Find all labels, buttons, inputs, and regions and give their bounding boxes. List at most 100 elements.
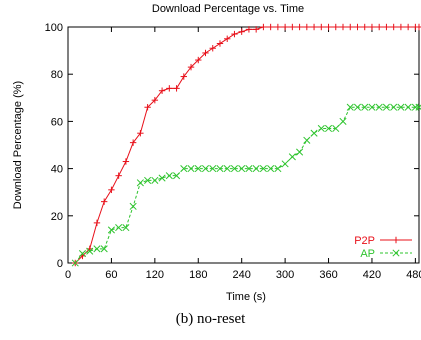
data-point-ap [180, 165, 188, 173]
data-point-ap [136, 179, 144, 187]
data-point-ap [310, 129, 318, 137]
y-axis-label: Download Percentage (%) [12, 81, 24, 209]
x-tick-label: 360 [319, 269, 337, 281]
data-point-ap [71, 259, 79, 267]
data-point-ap [303, 136, 311, 144]
data-point-ap [151, 176, 159, 184]
data-point-ap [209, 165, 217, 173]
data-point-ap [165, 172, 173, 180]
data-point-ap [187, 165, 195, 173]
x-tick-label: 180 [189, 269, 207, 281]
data-point-ap [390, 103, 398, 111]
data-point-ap [194, 165, 202, 173]
data-point-p2p [274, 23, 282, 31]
data-point-p2p [281, 23, 289, 31]
data-point-ap [324, 124, 333, 133]
data-point-ap [288, 153, 296, 161]
figure-caption: (b) no-reset [175, 311, 246, 327]
data-point-p2p [245, 26, 253, 33]
data-point-ap [375, 103, 383, 111]
data-point-ap [353, 103, 362, 111]
data-point-p2p [115, 172, 122, 179]
data-point-p2p [216, 40, 224, 47]
data-point-ap [332, 124, 340, 133]
data-point-p2p [318, 23, 325, 31]
data-point-p2p [187, 63, 195, 71]
data-point-ap [223, 165, 231, 173]
legend-label-p2p: P2P [354, 235, 375, 247]
plot-frame [67, 26, 420, 264]
data-point-p2p [238, 28, 245, 35]
data-point-ap [259, 165, 267, 173]
data-point-p2p [180, 73, 187, 80]
data-point-p2p [202, 49, 209, 57]
x-tick-label: 240 [233, 269, 251, 281]
data-point-ap [245, 165, 253, 173]
y-tick-label: 40 [51, 164, 63, 176]
y-tick-label: 20 [51, 211, 63, 223]
legend-marker-p2p [392, 236, 400, 244]
data-point-ap [158, 174, 166, 182]
data-point-ap [281, 160, 289, 168]
x-tick-label: 120 [146, 269, 164, 281]
y-tick-label: 80 [51, 69, 63, 81]
data-point-p2p [93, 219, 101, 227]
data-point-p2p [166, 85, 173, 92]
data-point-p2p [231, 30, 238, 38]
data-point-ap [397, 103, 405, 111]
data-point-ap [415, 103, 421, 111]
data-point-ap [368, 103, 376, 111]
legend-label-ap: AP [360, 248, 375, 260]
data-point-ap [267, 165, 275, 173]
data-point-p2p [354, 23, 361, 31]
data-point-p2p [332, 23, 339, 31]
data-point-p2p [260, 23, 267, 31]
plot-axes: 0 20 40 60 80 100 0 60 120 180 240 300 360 420 480 [45, 22, 421, 281]
data-point-p2p [209, 45, 216, 52]
download-percentage-chart: Download Percentage vs. Time Download Pe… [12, 3, 421, 303]
data-point-p2p [339, 23, 347, 31]
data-point-p2p [368, 23, 376, 31]
data-point-ap [216, 165, 224, 173]
data-point-ap [382, 103, 390, 111]
chart-title: Download Percentage vs. Time [152, 3, 304, 15]
y-tick-label: 0 [57, 258, 63, 270]
y-tick-label: 60 [51, 116, 63, 128]
data-point-p2p [310, 23, 318, 31]
data-point-ap [201, 165, 210, 173]
data-point-p2p [390, 23, 397, 31]
data-point-p2p [325, 23, 332, 31]
data-point-p2p [144, 104, 151, 111]
x-tick-label: 60 [105, 269, 117, 281]
y-tick-label: 100 [45, 22, 63, 34]
data-point-ap [78, 250, 87, 258]
data-point-p2p [137, 130, 144, 137]
data-point-ap [129, 202, 137, 210]
data-point-ap [252, 165, 260, 173]
data-point-p2p [158, 87, 166, 94]
x-tick-label: 0 [65, 269, 71, 281]
data-point-ap [339, 117, 347, 125]
data-point-p2p [108, 186, 115, 194]
series-ap [71, 103, 421, 267]
data-point-ap [100, 245, 108, 253]
data-point-p2p [122, 158, 130, 165]
x-tick-label: 480 [406, 269, 421, 281]
data-point-p2p [195, 56, 202, 64]
series-line-p2p [74, 26, 419, 264]
data-point-p2p [383, 23, 390, 31]
data-point-ap [346, 103, 354, 111]
data-point-p2p [267, 23, 274, 31]
data-point-ap [361, 103, 369, 111]
data-point-ap [317, 124, 325, 133]
data-point-ap [115, 224, 123, 232]
data-point-p2p [100, 198, 108, 205]
data-point-p2p [151, 96, 159, 104]
data-point-p2p [289, 23, 296, 31]
data-point-ap [86, 247, 94, 255]
x-tick-label: 420 [363, 269, 381, 281]
data-point-ap [122, 224, 130, 232]
data-point-p2p [347, 23, 354, 31]
data-point-ap [404, 103, 412, 111]
